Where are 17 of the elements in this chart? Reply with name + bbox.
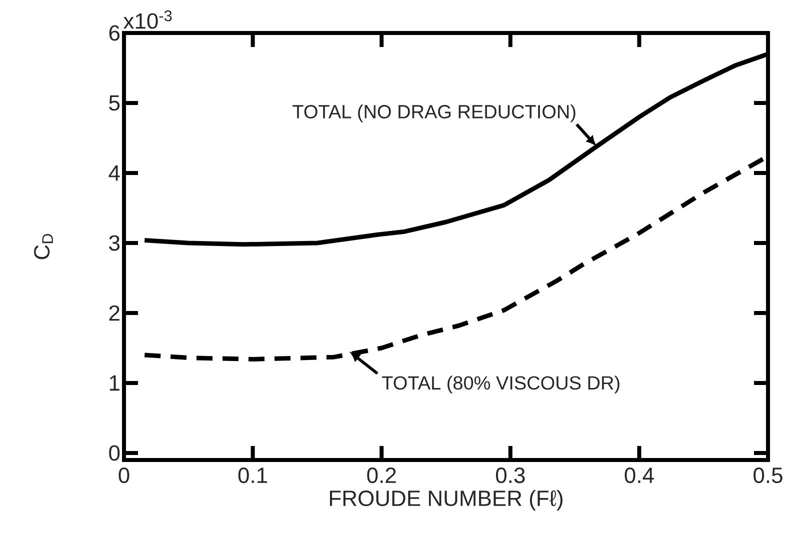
- y-tick-label: 5: [109, 95, 120, 111]
- y-tick-label: 3: [109, 235, 120, 251]
- y-tick-label: 4: [108, 165, 120, 181]
- text: x10$^{-3}$: [123, 10, 172, 29]
- y-axis-title: C$_{D}$: [34, 234, 53, 260]
- annotation: TOTAL (NO DRAG REDUCTION): [292, 104, 576, 122]
- y-tick-label: 1: [110, 375, 120, 391]
- x-axis-title: FROUDE NUMBER (Fℓ): [330, 490, 562, 510]
- x-tick-label: 0.5: [754, 468, 782, 484]
- y-tick-label: 2: [109, 305, 120, 321]
- y-tick-label: 6: [109, 25, 120, 41]
- x-tick-label: 0.2: [367, 468, 396, 484]
- x-tick-label: 0.4: [624, 468, 654, 484]
- x-tick-label: 0.1: [238, 468, 268, 484]
- y-tick-label: 0: [109, 445, 120, 461]
- x-tick-label: 0.3: [496, 468, 525, 484]
- annotation: TOTAL (80% VISCOUS DR): [382, 376, 620, 394]
